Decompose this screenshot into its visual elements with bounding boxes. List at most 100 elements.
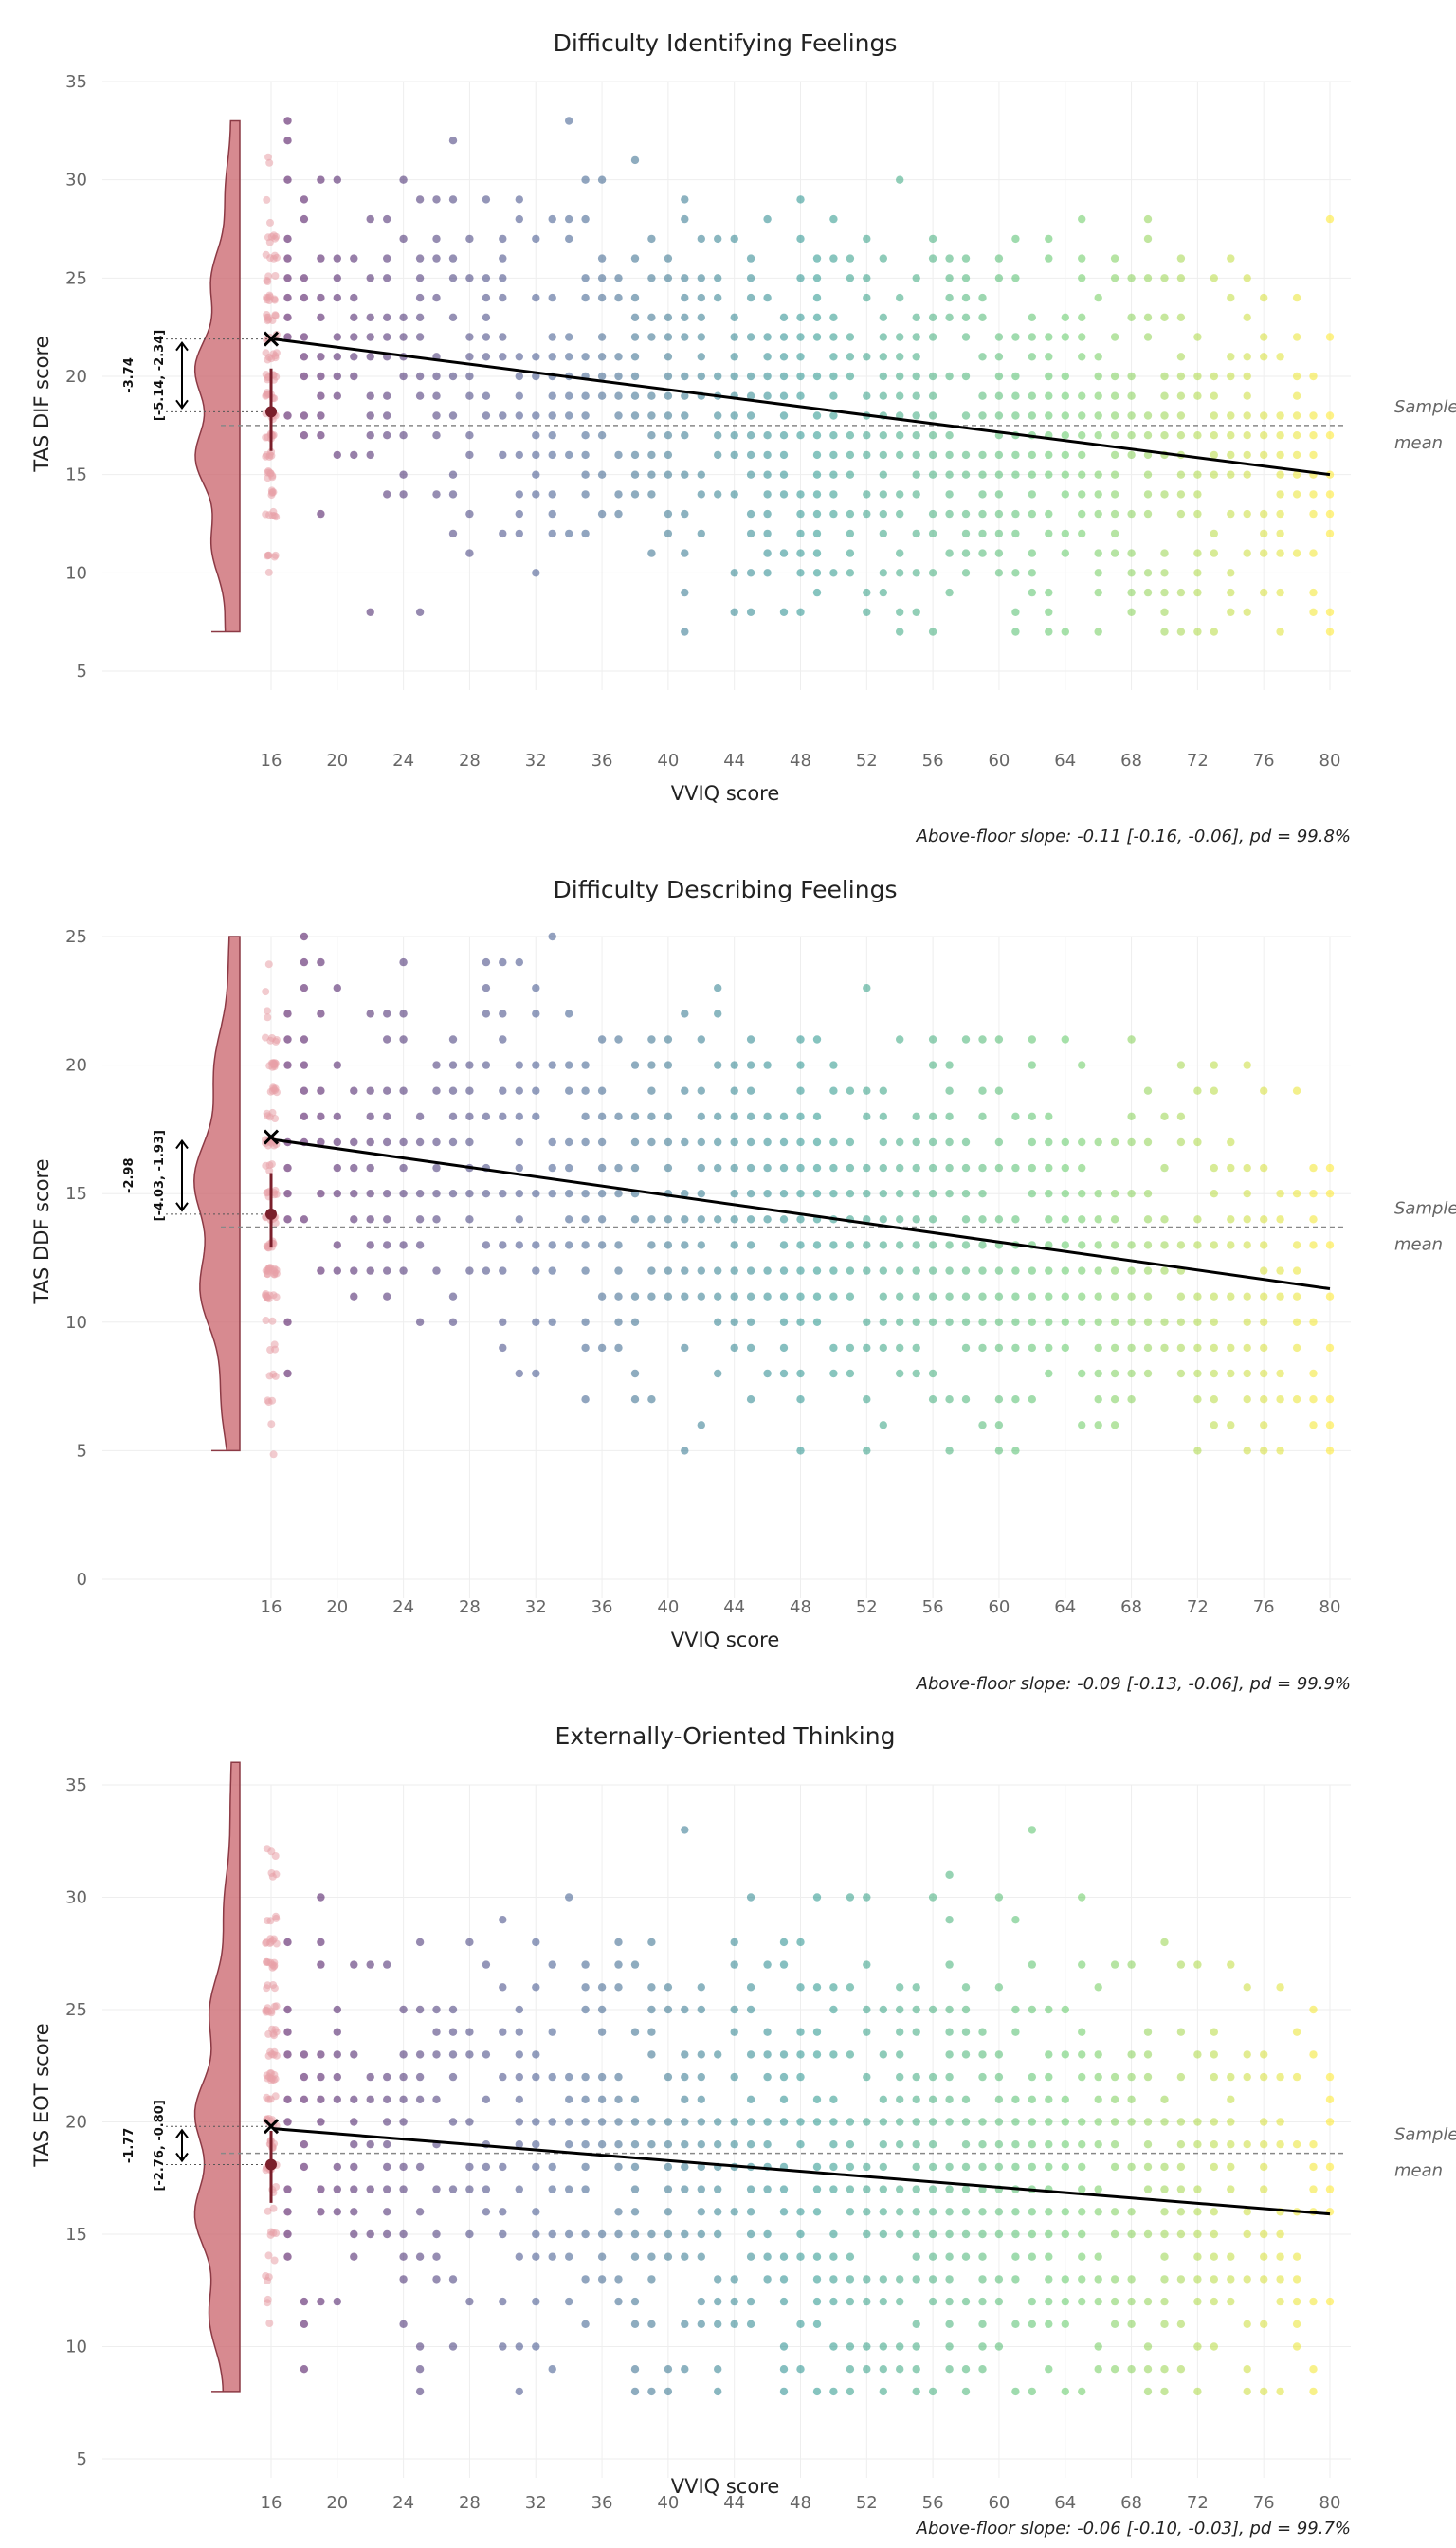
- data-point: [366, 1086, 374, 1095]
- data-point: [1045, 2208, 1053, 2216]
- data-point: [763, 490, 772, 499]
- data-point: [1176, 2208, 1186, 2216]
- data-point: [432, 411, 441, 420]
- data-point: [863, 293, 871, 302]
- data-point: [1110, 1266, 1119, 1275]
- data-point: [283, 2252, 292, 2261]
- data-point: [994, 411, 1004, 420]
- data-point: [597, 372, 607, 381]
- data-point: [1110, 2118, 1119, 2126]
- x-tick-label: 60: [988, 1597, 1010, 1617]
- data-point: [746, 2050, 755, 2059]
- data-point: [1078, 509, 1086, 519]
- data-point: [548, 2185, 556, 2193]
- data-point: [1210, 529, 1219, 538]
- data-point: [1227, 509, 1235, 519]
- data-point: [565, 1010, 573, 1018]
- data-point: [1011, 274, 1020, 282]
- data-point: [896, 2297, 904, 2306]
- data-point: [829, 2230, 838, 2239]
- chart-title: Difficulty Describing Feelings: [554, 876, 898, 903]
- data-point: [300, 411, 309, 420]
- data-point: [1110, 2297, 1119, 2306]
- data-point: [928, 1035, 937, 1044]
- data-point: [1127, 2275, 1136, 2284]
- data-point: [779, 2208, 789, 2216]
- data-point: [300, 1086, 309, 1095]
- data-point: [448, 313, 458, 321]
- data-point: [1011, 569, 1020, 577]
- data-point: [448, 1035, 458, 1044]
- data-point: [681, 2252, 689, 2261]
- data-point: [796, 2230, 805, 2239]
- data-point: [415, 293, 425, 302]
- data-point: [945, 313, 954, 321]
- data-point: [1127, 569, 1136, 577]
- floor-point: [264, 551, 273, 559]
- data-point: [300, 195, 309, 204]
- data-point: [383, 2140, 391, 2149]
- data-point: [1045, 2095, 1053, 2103]
- data-point: [681, 1292, 689, 1301]
- data-point: [597, 333, 607, 341]
- data-point: [714, 2208, 722, 2216]
- data-point: [482, 391, 491, 400]
- data-point: [779, 490, 789, 499]
- data-point: [1176, 411, 1186, 420]
- data-point: [1028, 588, 1037, 597]
- data-point: [1028, 2208, 1037, 2216]
- data-point: [912, 1241, 920, 1249]
- data-point: [532, 1938, 540, 1947]
- data-point: [945, 2028, 954, 2036]
- data-point: [896, 2185, 904, 2193]
- data-point: [994, 2140, 1004, 2149]
- data-point: [994, 529, 1004, 538]
- data-point: [1160, 1343, 1169, 1353]
- data-point: [581, 529, 590, 538]
- data-point: [1227, 608, 1235, 616]
- data-point: [863, 509, 871, 519]
- data-point: [1210, 1369, 1219, 1378]
- data-point: [846, 2118, 855, 2126]
- floor-point: [262, 349, 270, 357]
- sample-mean-label: mean: [1394, 1234, 1443, 1254]
- data-point: [928, 391, 937, 400]
- data-point: [1243, 2320, 1251, 2328]
- data-point: [1260, 1421, 1268, 1429]
- data-point: [1243, 1215, 1251, 1224]
- floor-point: [267, 1420, 276, 1429]
- data-point: [879, 2387, 887, 2396]
- data-point: [912, 2387, 920, 2396]
- data-point: [283, 234, 292, 244]
- data-point: [1094, 391, 1102, 400]
- data-point: [548, 1061, 556, 1069]
- data-point: [1176, 1343, 1186, 1353]
- data-point: [697, 2185, 705, 2193]
- data-point: [1143, 1241, 1153, 1249]
- data-point: [614, 391, 623, 400]
- data-point: [1078, 2162, 1086, 2172]
- data-point: [746, 2185, 755, 2193]
- data-point: [796, 1241, 805, 1249]
- floor-point: [270, 2256, 279, 2265]
- data-point: [697, 1266, 705, 1275]
- data-point: [1309, 2005, 1318, 2014]
- data-point: [961, 372, 971, 381]
- data-point: [1309, 411, 1318, 420]
- data-point: [1078, 1292, 1086, 1301]
- data-point: [763, 549, 772, 557]
- data-point: [548, 333, 556, 341]
- data-point: [812, 2320, 822, 2328]
- data-point: [515, 1190, 523, 1198]
- data-point: [912, 372, 920, 381]
- data-point: [896, 509, 904, 519]
- data-point: [1260, 2252, 1268, 2261]
- data-point: [350, 372, 358, 381]
- data-point: [1045, 2140, 1053, 2149]
- data-point: [448, 411, 458, 420]
- floor-point: [269, 1059, 278, 1067]
- data-point: [879, 2185, 887, 2193]
- data-point: [448, 254, 458, 263]
- data-point: [1061, 2118, 1070, 2126]
- data-point: [317, 1960, 325, 1969]
